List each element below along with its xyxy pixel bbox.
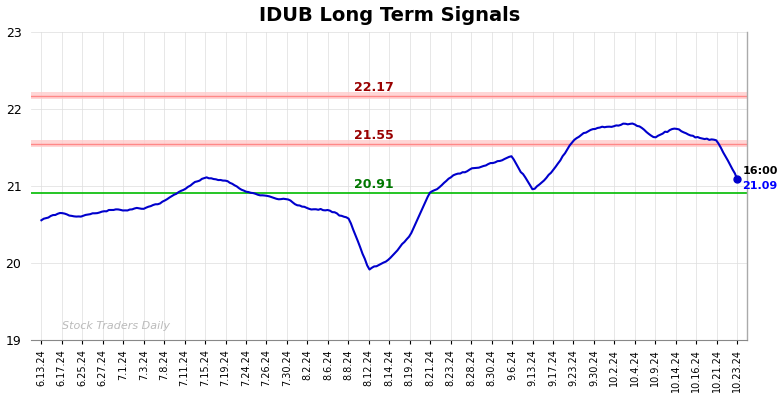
Point: [731, 176, 743, 182]
Bar: [31, 140, 747, 147]
Text: 21.09: 21.09: [742, 181, 778, 191]
Title: IDUB Long Term Signals: IDUB Long Term Signals: [259, 6, 520, 25]
Text: 16:00: 16:00: [742, 166, 778, 176]
Text: 22.17: 22.17: [354, 81, 394, 94]
Bar: [31, 92, 747, 99]
Text: 21.55: 21.55: [354, 129, 394, 142]
Text: Stock Traders Daily: Stock Traders Daily: [62, 321, 170, 331]
Text: 20.91: 20.91: [354, 178, 394, 191]
